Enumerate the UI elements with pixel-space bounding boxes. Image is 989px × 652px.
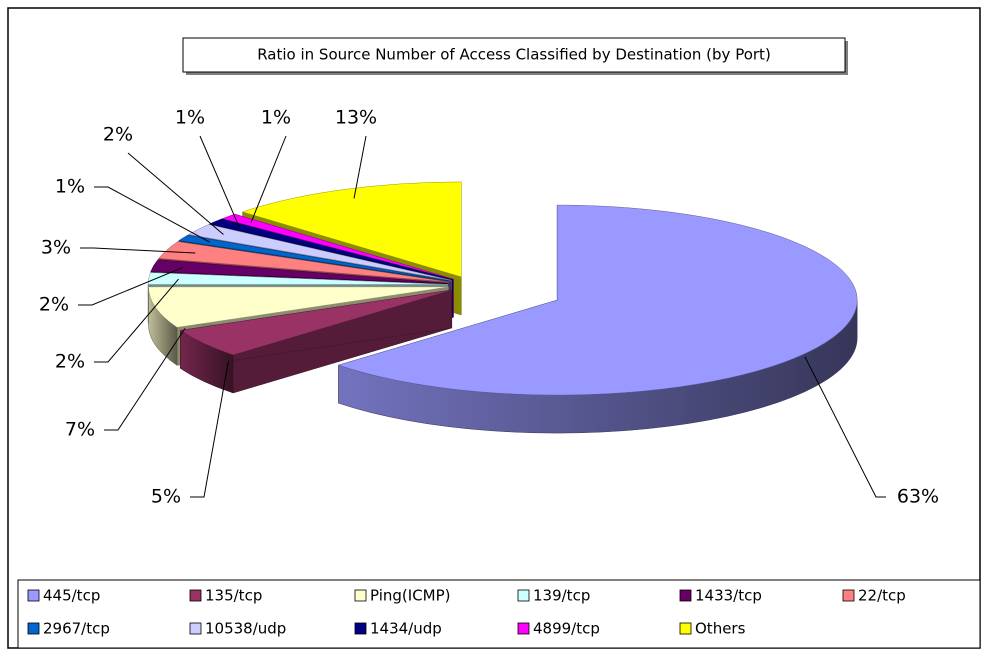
legend-label: 1433/tcp	[695, 587, 762, 605]
legend-label: 1434/udp	[370, 620, 442, 638]
data-label: 1%	[261, 107, 291, 129]
chart-title: Ratio in Source Number of Access Classif…	[257, 46, 771, 64]
legend-swatch	[189, 589, 202, 602]
legend-label: Others	[695, 620, 746, 638]
legend-label: 4899/tcp	[533, 620, 600, 638]
legend-swatch	[189, 622, 202, 635]
slice	[179, 289, 452, 356]
legend-swatch	[354, 622, 367, 635]
data-label: 13%	[335, 107, 377, 129]
data-label: 1%	[55, 176, 85, 198]
leader-line	[127, 152, 224, 235]
leader-line	[80, 247, 196, 254]
legend-label: Ping(ICMP)	[370, 587, 451, 605]
legend-swatch	[27, 589, 40, 602]
leader-line	[353, 135, 367, 199]
leader-line	[190, 360, 229, 498]
slice	[158, 241, 450, 283]
data-label: 2%	[103, 124, 133, 146]
slice	[337, 204, 858, 396]
legend-label: 2967/tcp	[43, 620, 110, 638]
legend-swatch	[842, 589, 855, 602]
data-label: 3%	[41, 237, 71, 259]
leader-line	[94, 278, 179, 363]
title-box	[182, 37, 846, 73]
legend-label: 139/tcp	[533, 587, 590, 605]
slice	[178, 234, 451, 282]
leader-line	[94, 186, 211, 243]
slice	[147, 272, 449, 285]
legend-swatch	[679, 622, 692, 635]
slice	[150, 259, 449, 284]
data-label: 63%	[897, 486, 939, 508]
legend-label: 22/tcp	[858, 587, 906, 605]
legend-label: 10538/udp	[205, 620, 286, 638]
data-label: 2%	[39, 294, 69, 316]
legend-label: 135/tcp	[205, 587, 262, 605]
legend-label: 445/tcp	[43, 587, 100, 605]
data-label: 1%	[175, 107, 205, 129]
data-label: 7%	[65, 419, 95, 441]
leader-line	[199, 135, 240, 228]
legend-swatch	[679, 589, 692, 602]
slice	[209, 218, 453, 280]
data-label: 5%	[151, 486, 181, 508]
legend-swatch	[517, 589, 530, 602]
leader-line	[250, 135, 287, 223]
legend-swatch	[27, 622, 40, 635]
legend-swatch	[517, 622, 530, 635]
leader-line	[804, 356, 886, 498]
leader-line	[78, 266, 184, 306]
leader-line	[104, 328, 186, 431]
slice	[241, 181, 462, 278]
slice	[221, 213, 454, 280]
legend-swatch	[354, 589, 367, 602]
slice	[187, 224, 452, 281]
data-label: 2%	[55, 351, 85, 373]
legend-box	[17, 579, 981, 649]
slice	[148, 286, 449, 328]
